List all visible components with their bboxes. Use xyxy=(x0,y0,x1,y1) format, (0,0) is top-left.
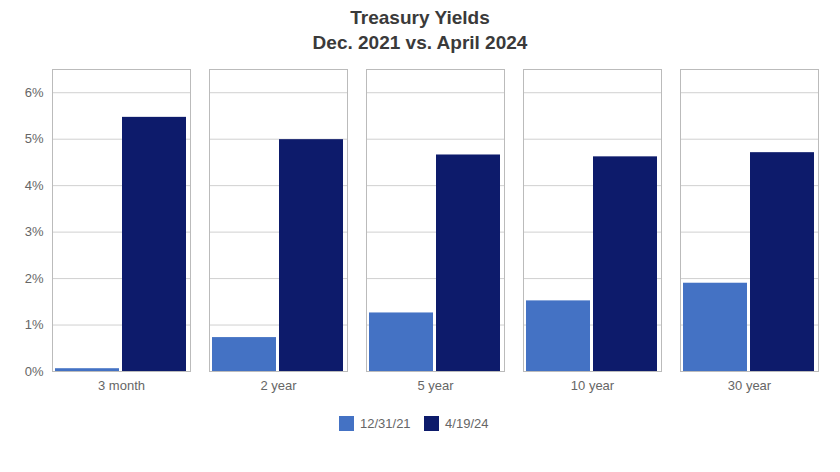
html-text:12/31/21: 12/31/21 xyxy=(360,416,411,432)
svg-text:2 year: 2 year xyxy=(260,378,297,393)
svg-text:5 year: 5 year xyxy=(417,378,454,393)
svg-text:10 year: 10 year xyxy=(571,378,615,393)
svg-text:2%: 2% xyxy=(25,271,44,286)
html-text:4/19/24: 4/19/24 xyxy=(445,416,489,432)
svg-text:5%: 5% xyxy=(25,132,44,147)
svg-text:6%: 6% xyxy=(25,85,44,100)
svg-text:4%: 4% xyxy=(25,178,44,193)
svg-text:3 month: 3 month xyxy=(98,378,145,393)
svg-text:1%: 1% xyxy=(25,318,44,333)
html-text:Dec. 2021 vs. April 2024: Dec. 2021 vs. April 2024 xyxy=(312,31,528,53)
svg-text:30 year: 30 year xyxy=(728,378,772,393)
svg-text:0%: 0% xyxy=(25,364,44,379)
html-text:Treasury Yields: Treasury Yields xyxy=(350,7,490,28)
svg-text:3%: 3% xyxy=(25,225,44,240)
